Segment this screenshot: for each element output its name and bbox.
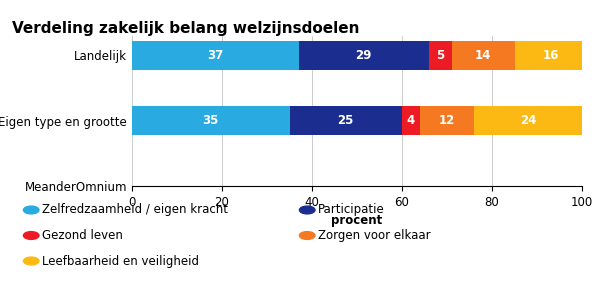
Bar (515, 41, 587, 70)
Text: 25: 25 (338, 114, 354, 127)
Text: 37: 37 (207, 49, 223, 62)
Bar (452, 41, 515, 70)
Text: 12: 12 (439, 114, 455, 127)
Bar (299, 41, 429, 70)
Bar (420, 106, 474, 135)
Bar (132, 41, 299, 70)
Text: Zorgen voor elkaar: Zorgen voor elkaar (318, 229, 431, 242)
Text: Leefbaarheid en veiligheid: Leefbaarheid en veiligheid (42, 254, 199, 268)
Bar (290, 106, 402, 135)
Bar (402, 106, 420, 135)
Text: 35: 35 (203, 114, 219, 127)
Text: 24: 24 (520, 114, 536, 127)
Text: 5: 5 (436, 49, 445, 62)
Bar (429, 41, 452, 70)
Text: 14: 14 (475, 49, 491, 62)
X-axis label: procent: procent (331, 214, 383, 227)
Text: Participatie: Participatie (318, 203, 385, 217)
Bar (132, 106, 290, 135)
Text: 16: 16 (542, 49, 559, 62)
Text: Zelfredzaamheid / eigen kracht: Zelfredzaamheid / eigen kracht (42, 203, 228, 217)
Text: Gezond leven: Gezond leven (42, 229, 123, 242)
Text: 4: 4 (407, 114, 415, 127)
Text: Verdeling zakelijk belang welzijnsdoelen: Verdeling zakelijk belang welzijnsdoelen (12, 21, 359, 36)
Text: 29: 29 (356, 49, 372, 62)
Bar (474, 106, 582, 135)
